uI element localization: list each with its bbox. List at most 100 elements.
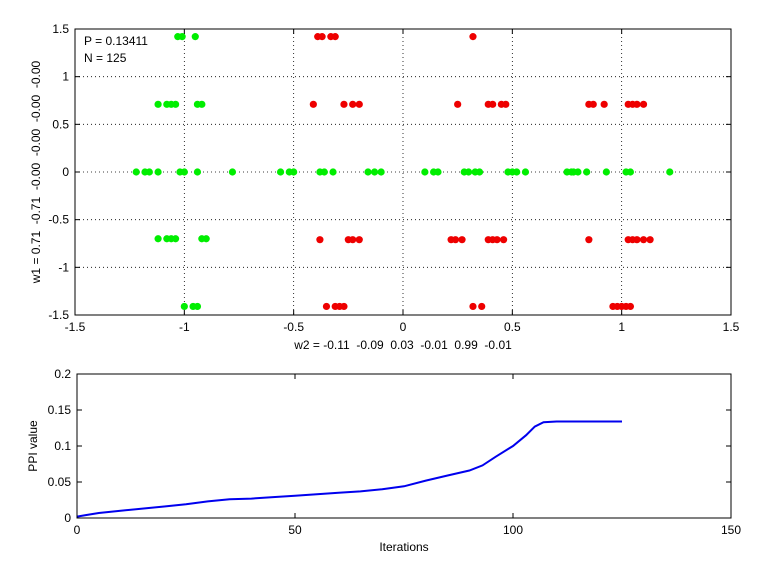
line-y-tick-label: 0.05 xyxy=(48,475,72,489)
green-point xyxy=(421,168,429,176)
line-y-axis-label: PPI value xyxy=(26,420,40,472)
green-point xyxy=(180,168,188,176)
scatter-x-tick-label: -0.5 xyxy=(283,320,304,334)
red-point xyxy=(340,100,348,108)
green-point xyxy=(583,168,591,176)
scatter-points xyxy=(132,33,674,311)
red-point xyxy=(349,100,357,108)
scatter-x-tick-label: 1.5 xyxy=(723,320,740,334)
scatter-y-tick-label: -1.5 xyxy=(48,308,69,322)
red-point xyxy=(600,100,608,108)
green-point xyxy=(145,168,153,176)
green-point xyxy=(132,168,140,176)
red-point xyxy=(318,33,326,41)
scatter-y-tick-label: 0 xyxy=(62,165,69,179)
green-point xyxy=(191,33,199,41)
red-point xyxy=(478,302,486,311)
line-x-tick-label: 100 xyxy=(503,523,523,537)
line-x-tick-label: 50 xyxy=(288,523,302,537)
scatter-y-axis-label: w1 = 0.71 -0.71 -0.00 -0.00 -0.00 -0.00 xyxy=(29,60,43,284)
green-point xyxy=(364,168,372,176)
red-point xyxy=(331,33,339,41)
green-point xyxy=(513,168,521,176)
scatter-axes-box xyxy=(74,28,732,316)
green-point xyxy=(626,168,635,176)
scatter-x-tick-label: 0.5 xyxy=(504,320,521,334)
red-point xyxy=(322,302,331,311)
green-point xyxy=(377,168,385,176)
red-point xyxy=(469,33,477,41)
green-point xyxy=(171,100,180,108)
scatter-x-tick-label: -1 xyxy=(179,320,190,334)
red-point xyxy=(626,302,635,311)
green-point xyxy=(171,235,180,243)
red-point xyxy=(639,100,648,108)
scatter-y-tick-label: -0.5 xyxy=(48,213,69,227)
red-point xyxy=(454,100,462,108)
red-point xyxy=(502,100,510,108)
line-y-tick-label: 0.1 xyxy=(54,439,71,453)
green-point xyxy=(202,235,210,243)
scatter-x-tick-label: -1.5 xyxy=(65,320,86,334)
red-point xyxy=(349,236,357,244)
green-point xyxy=(666,168,674,176)
scatter-y-tick-label: 1 xyxy=(62,70,69,84)
green-point xyxy=(178,33,186,41)
green-point xyxy=(602,168,610,176)
line-x-axis-label: Iterations xyxy=(379,540,428,554)
scatter-x-tick-label: 1 xyxy=(618,320,625,334)
red-point xyxy=(458,236,466,244)
green-point xyxy=(180,302,188,311)
scatter-x-axis-label: w2 = -0.11 -0.09 0.03 -0.01 0.99 -0.01 xyxy=(293,338,512,352)
green-point xyxy=(276,168,285,176)
green-point xyxy=(154,168,162,176)
green-point xyxy=(193,302,202,311)
scatter-y-tick-label: 1.5 xyxy=(52,22,69,36)
ppi-line-plot: 0 50 100 150 0 0.05 0.1 0.15 0.2 Iterations PPI … xyxy=(26,367,741,554)
green-point xyxy=(154,235,162,243)
red-point xyxy=(633,100,641,108)
red-point xyxy=(340,302,348,311)
green-point xyxy=(228,168,237,176)
red-point xyxy=(469,302,477,311)
line-y-tick-label: 0.2 xyxy=(54,367,71,381)
ppi-series-line xyxy=(76,420,622,518)
scatter-y-tick-label: -1 xyxy=(58,260,69,274)
red-point xyxy=(493,236,501,244)
green-point xyxy=(329,168,337,176)
line-axes-box xyxy=(76,373,732,519)
annotation-p-value: P = 0.13411 xyxy=(84,34,148,48)
red-point xyxy=(451,236,460,244)
red-point xyxy=(355,236,363,244)
red-point xyxy=(309,100,317,108)
scatter-gridlines xyxy=(75,29,731,315)
line-y-tick-label: 0 xyxy=(64,511,71,525)
line-plot-area xyxy=(77,374,731,518)
red-point xyxy=(646,236,654,244)
green-point xyxy=(574,168,582,176)
scatter-x-tick-label: 0 xyxy=(400,320,407,334)
green-point xyxy=(290,168,298,176)
green-point xyxy=(198,100,206,108)
red-point xyxy=(499,236,508,244)
green-point xyxy=(320,168,328,176)
green-point xyxy=(465,168,473,176)
green-point xyxy=(475,168,484,176)
scatter-plot: -1.5 -1 -0.5 0 0.5 1 1.5 -1.5 -1 -0.5 0 0.5 1 1.5 P =… xyxy=(29,22,740,352)
green-point xyxy=(370,168,379,176)
green-point xyxy=(434,168,442,176)
red-point xyxy=(633,236,641,244)
green-point xyxy=(521,168,530,176)
red-point xyxy=(639,236,648,244)
red-point xyxy=(316,236,324,244)
green-point xyxy=(193,168,202,176)
line-y-tick-label: 0.15 xyxy=(48,403,72,417)
red-point xyxy=(589,100,597,108)
green-point xyxy=(154,100,162,108)
red-point xyxy=(355,100,363,108)
red-point xyxy=(489,100,497,108)
line-x-tick-label: 150 xyxy=(721,523,741,537)
scatter-y-tick-label: 0.5 xyxy=(52,117,69,131)
line-x-tick-label: 0 xyxy=(74,523,81,537)
